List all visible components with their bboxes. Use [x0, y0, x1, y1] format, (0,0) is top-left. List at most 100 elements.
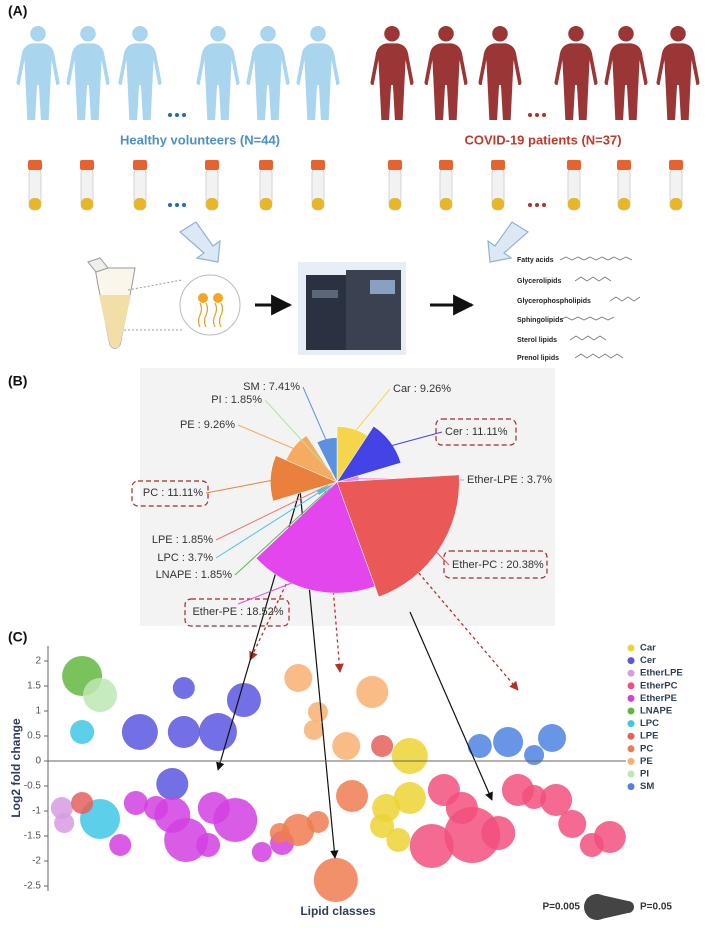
y-tick-label: 2 — [35, 656, 41, 667]
bubble — [83, 678, 118, 712]
legend-label: SM — [640, 781, 654, 792]
bubble — [282, 814, 315, 846]
size-legend — [584, 894, 634, 920]
leader-line — [234, 487, 331, 576]
panel-label: (C) — [8, 629, 27, 645]
bubble — [70, 720, 95, 744]
leader-line — [264, 399, 333, 475]
bubble — [524, 745, 545, 765]
size-legend-label: P=0.05 — [640, 902, 672, 913]
slice-label: Cer : 11.11% — [445, 426, 508, 438]
legend-swatch — [627, 770, 635, 778]
group-label: COVID-19 patients (N=37) — [464, 132, 621, 147]
bubble — [538, 724, 567, 752]
bubble — [109, 834, 132, 856]
bubble — [167, 716, 200, 748]
highlight-box — [131, 418, 548, 627]
bubble — [226, 683, 261, 717]
lipid-category: Prenol lipids — [517, 355, 559, 362]
leader-line — [382, 431, 443, 449]
y-axis-title: Log2 fold change — [9, 718, 23, 818]
y-tick-label: 1 — [35, 706, 41, 717]
bubble — [393, 782, 426, 814]
bubble — [481, 816, 516, 850]
slice-label: Ether-PC : 20.38% — [452, 559, 544, 571]
lipid-category: Fatty acids — [517, 257, 554, 264]
bubble — [336, 780, 369, 812]
pie-slice — [255, 481, 376, 594]
slice-label: PE : 9.26% — [180, 419, 235, 431]
healthy-people — [16, 25, 340, 121]
pie-slice — [270, 455, 338, 502]
bubble — [71, 792, 94, 814]
bubble — [332, 732, 361, 760]
bubble — [306, 811, 329, 833]
group-label: Healthy volunteers (N=44) — [120, 132, 280, 147]
slice-label: SM : 7.41% — [243, 381, 300, 393]
slice-label: Ether-LPE : 3.7% — [467, 474, 552, 486]
legend-label: EtherPC — [640, 680, 678, 691]
legend-swatch — [627, 669, 635, 677]
bubble — [386, 828, 411, 852]
legend-label: EtherLPE — [640, 668, 683, 679]
legend-swatch — [627, 732, 635, 740]
x-axis-title: Lipid classes — [300, 904, 376, 918]
legend-swatch — [627, 757, 635, 765]
bubble — [409, 824, 454, 868]
flow-arrow — [178, 221, 221, 263]
bubble — [593, 821, 626, 853]
panel-label: (B) — [8, 373, 27, 389]
patient-people — [370, 25, 700, 121]
leader-line — [237, 424, 302, 453]
bubble — [50, 797, 73, 819]
legend-swatch — [627, 745, 635, 753]
slice-label: Car : 9.26% — [393, 383, 451, 395]
y-tick-label: -1.5 — [24, 831, 42, 842]
pie-slice — [316, 437, 338, 483]
slice-label: LPC : 3.7% — [157, 552, 213, 564]
bubble — [213, 798, 258, 842]
bubble — [307, 702, 328, 722]
lipid-category: Glycerolipids — [517, 278, 561, 285]
slice-label: PC : 11.11% — [143, 487, 203, 499]
bubble — [540, 784, 573, 816]
pie-slice — [336, 474, 460, 598]
lipid-structures: Fatty acids Glycerolipids Glycerophospholi… — [517, 256, 641, 362]
y-tick-label: -2.5 — [24, 881, 42, 892]
bubble — [493, 727, 524, 757]
y-tick-label: 1.5 — [27, 681, 41, 692]
legend-label: LPC — [640, 718, 659, 729]
legend-label: PC — [640, 743, 653, 754]
ellipsis — [168, 203, 186, 207]
legend-label: Car — [640, 643, 656, 654]
legend-label: EtherPE — [640, 693, 677, 704]
legend-label: PE — [640, 756, 653, 767]
legend-swatch — [627, 783, 635, 791]
slice-label: Ether-PE : 18.52% — [192, 606, 283, 618]
legend-swatch — [627, 707, 635, 715]
legend-swatch — [627, 644, 635, 652]
extraction-tube — [87, 257, 241, 349]
panel-label: (A) — [8, 3, 27, 19]
bubble — [198, 713, 237, 751]
pie-slice — [285, 435, 338, 483]
bubble — [356, 676, 389, 708]
lipid-category: Glycerophospholipids — [517, 298, 591, 305]
legend-label: PI — [640, 769, 649, 780]
y-tick-label: 0.5 — [27, 731, 41, 742]
bubble — [284, 664, 313, 692]
bubble — [164, 818, 209, 862]
y-tick-label: -0.5 — [24, 781, 42, 792]
lipid-category: Sphingolipids — [517, 317, 563, 324]
bubble — [251, 842, 272, 862]
size-legend-label: P=0.005 — [542, 902, 580, 913]
legend-label: LNAPE — [640, 706, 672, 717]
y-tick-label: -2 — [32, 856, 41, 867]
leader-line — [205, 478, 281, 494]
lipid-category: Sterol lipids — [517, 337, 557, 344]
leader-line — [423, 538, 450, 566]
bubble — [558, 810, 587, 838]
bubble — [391, 738, 428, 774]
ellipsis — [528, 203, 546, 207]
